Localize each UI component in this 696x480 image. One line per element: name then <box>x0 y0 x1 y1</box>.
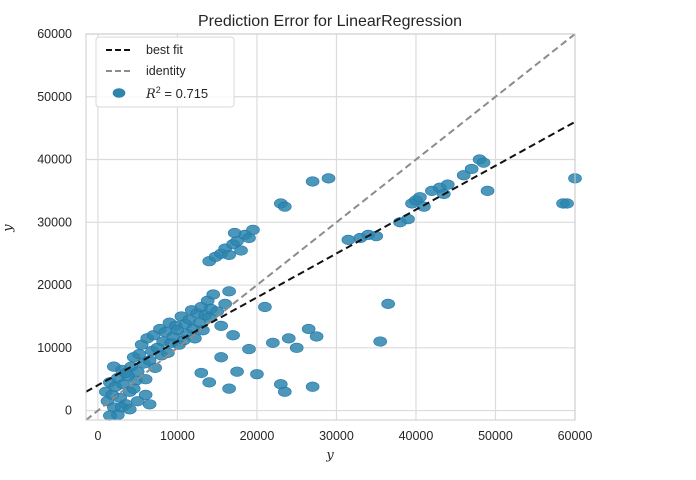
legend-box <box>95 36 235 108</box>
legend-r2-superscript: 2 <box>156 85 161 95</box>
y-tick-labels: 0 10000 20000 30000 40000 50000 60000 <box>37 27 72 418</box>
data-point <box>161 347 175 358</box>
data-point <box>321 173 336 184</box>
data-point <box>476 157 491 168</box>
data-point <box>218 298 232 309</box>
y-tick-label: 0 <box>65 404 72 418</box>
data-point <box>227 227 242 239</box>
data-point <box>266 337 280 348</box>
regression-lines <box>85 33 576 421</box>
data-point <box>277 201 292 212</box>
identity-line <box>85 33 576 421</box>
data-point <box>138 389 153 400</box>
data-point <box>281 333 296 344</box>
y-tick-label: 10000 <box>37 341 72 355</box>
x-tick-labels: 0 10000 20000 30000 40000 50000 60000 <box>94 429 592 443</box>
data-point <box>341 234 356 245</box>
data-point <box>230 366 244 377</box>
data-point <box>222 383 236 394</box>
data-point <box>305 381 320 392</box>
data-point <box>480 185 495 197</box>
data-point <box>305 176 320 187</box>
x-tick-label: 20000 <box>240 429 275 443</box>
data-point <box>560 198 574 209</box>
data-point <box>456 170 471 181</box>
x-axis-label: y <box>325 448 334 463</box>
data-point <box>222 249 236 261</box>
data-point <box>132 348 147 360</box>
data-point <box>214 352 228 363</box>
data-point <box>373 336 387 347</box>
y-tick-label: 20000 <box>37 278 72 292</box>
best-fit-line <box>85 120 576 393</box>
y-tick-label: 50000 <box>37 90 72 104</box>
data-point <box>222 286 236 297</box>
data-point <box>214 320 228 331</box>
data-point <box>130 396 145 407</box>
legend-r2-value: = 0.715 <box>161 86 208 101</box>
data-point <box>413 192 427 203</box>
data-point <box>107 361 121 372</box>
y-tick-label: 30000 <box>37 215 72 229</box>
legend-best-fit-label: best fit <box>146 43 183 57</box>
data-point <box>206 289 221 300</box>
data-point <box>401 214 415 225</box>
data-point <box>301 323 316 335</box>
data-point <box>381 298 395 309</box>
scatter-points <box>99 154 582 421</box>
data-point <box>103 410 117 421</box>
y-axis-label: y <box>1 224 16 233</box>
data-point <box>258 301 272 313</box>
y-tick-label: 60000 <box>37 27 72 41</box>
x-tick-label: 50000 <box>478 429 513 443</box>
data-point <box>277 386 292 397</box>
legend-point-marker <box>112 88 126 98</box>
data-point <box>369 231 384 242</box>
data-point <box>250 369 264 380</box>
chart-title: Prediction Error for LinearRegression <box>198 13 462 30</box>
data-point <box>142 399 157 410</box>
legend-r2-symbol: R <box>145 87 156 102</box>
data-point <box>309 331 324 342</box>
data-point <box>464 163 479 175</box>
data-point <box>289 342 304 353</box>
data-point <box>234 245 248 256</box>
data-point <box>148 362 162 374</box>
plot-frame <box>85 33 576 421</box>
data-point <box>242 343 256 355</box>
data-point <box>126 383 141 394</box>
legend-identity-label: identity <box>146 64 186 78</box>
x-tick-label: 60000 <box>558 429 593 443</box>
data-point <box>246 224 260 235</box>
data-point <box>226 330 240 341</box>
y-tick-label: 40000 <box>37 153 72 167</box>
data-point <box>194 367 209 379</box>
legend: best fit identity R2 = 0.715 <box>95 36 235 108</box>
x-tick-label: 30000 <box>319 429 354 443</box>
data-point <box>202 377 217 388</box>
x-tick-label: 10000 <box>160 429 195 443</box>
data-point <box>122 404 137 415</box>
data-point <box>440 179 455 190</box>
x-tick-label: 40000 <box>399 429 434 443</box>
x-tick-label: 0 <box>94 429 101 443</box>
legend-r2-label: R2 = 0.715 <box>145 85 208 102</box>
